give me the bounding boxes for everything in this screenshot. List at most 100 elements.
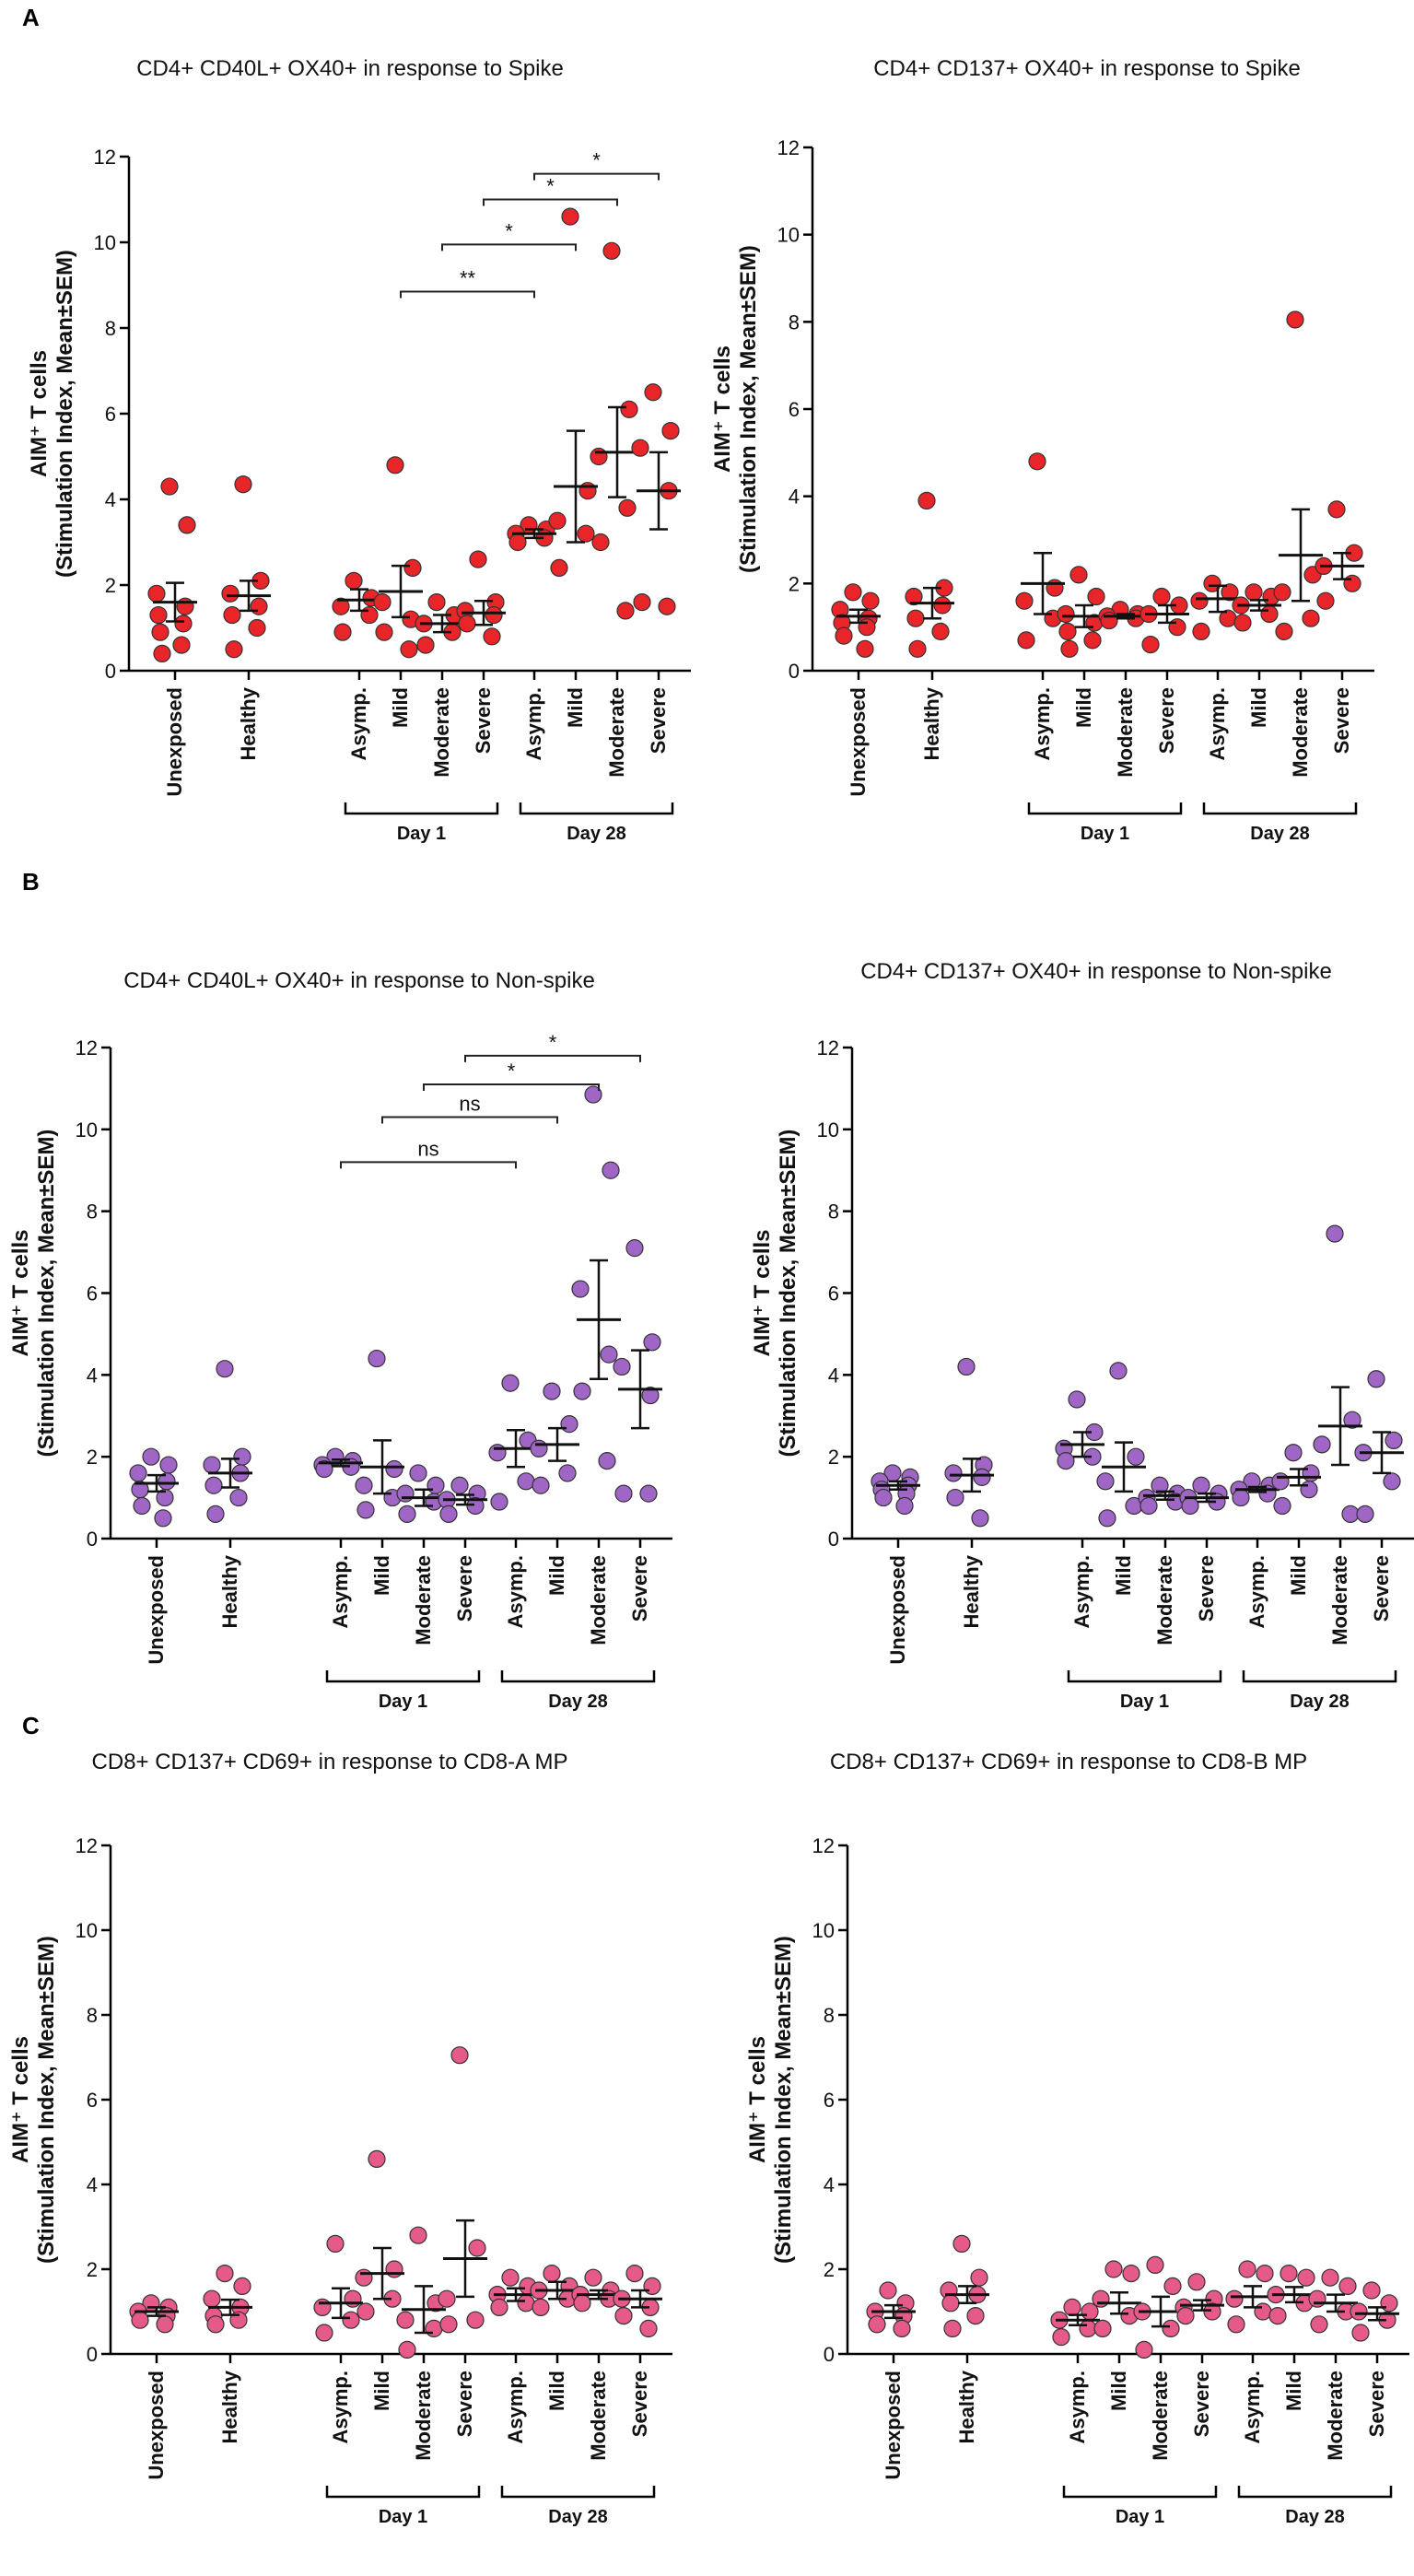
data-point	[1063, 2298, 1081, 2316]
y-tick-label: 12	[777, 136, 800, 159]
data-point	[856, 639, 874, 658]
group-label: Day 1	[379, 1692, 427, 1712]
y-tick-label: 10	[817, 1118, 839, 1142]
group-bracket	[325, 1670, 481, 1683]
y-tick-label: 6	[828, 1282, 839, 1306]
x-category-label: Asymp.	[329, 1555, 352, 1628]
data-point	[1192, 1476, 1210, 1494]
data-point	[973, 1468, 991, 1486]
data-point	[908, 639, 927, 658]
data-point	[485, 605, 503, 625]
data-point	[1351, 2324, 1370, 2342]
data-point	[490, 1493, 508, 1511]
data-point	[326, 2234, 345, 2253]
x-category-label: Asymp.	[504, 2371, 527, 2443]
data-point	[893, 2319, 911, 2337]
data-point	[957, 1357, 976, 1376]
x-category-label: Healthy	[960, 1554, 983, 1628]
data-point	[1203, 2302, 1221, 2321]
x-category-label: Severe	[453, 1555, 476, 1622]
data-point	[1302, 609, 1320, 627]
data-point	[643, 1333, 661, 1352]
data-point	[1225, 2289, 1244, 2308]
y-tick-label: 4	[87, 2173, 98, 2196]
data-point	[1268, 2307, 1287, 2325]
data-point	[543, 1382, 561, 1400]
data-point	[344, 2289, 362, 2308]
data-point	[400, 640, 418, 659]
x-category-label: Healthy	[955, 2370, 978, 2443]
data-point	[590, 447, 608, 466]
data-point	[386, 456, 404, 474]
data-point	[1280, 2265, 1298, 2283]
data-point	[427, 592, 446, 612]
x-category-label: Severe	[647, 687, 670, 754]
data-point	[156, 1488, 174, 1507]
data-point	[874, 1488, 893, 1507]
data-point	[944, 1464, 963, 1482]
data-point	[1284, 1444, 1303, 1462]
data-point	[221, 584, 240, 603]
data-point	[466, 1496, 485, 1516]
data-point	[233, 1447, 251, 1466]
data-point	[641, 1386, 660, 1405]
group-bracket	[1067, 1670, 1222, 1683]
data-point	[573, 1382, 591, 1400]
group-label: Day 1	[379, 2507, 427, 2527]
y-tick-label: 10	[777, 224, 800, 247]
x-category-label: Severe	[1370, 1555, 1393, 1622]
data-point	[858, 618, 876, 637]
y-axis-label-secondary: (Stimulation Index, Mean±SEM)	[34, 1130, 59, 1458]
data-point	[355, 2268, 373, 2287]
data-point	[1275, 622, 1293, 641]
y-tick-label: 4	[87, 1364, 98, 1387]
significance-label: *	[546, 175, 555, 198]
data-point	[517, 2294, 535, 2313]
group-label: Day 1	[397, 824, 446, 844]
chart-2: CD4+ CD137+ OX40+ in response to Spike AI…	[710, 56, 1374, 844]
chart-5: CD8+ CD137+ CD69+ in response to CD8-A M…	[8, 1750, 672, 2527]
x-category-label: Asymp.	[1241, 2371, 1264, 2443]
x-category-label: Unexposed	[886, 1555, 909, 1665]
data-point	[345, 571, 363, 590]
significance-bracket	[423, 1083, 600, 1091]
data-point	[1046, 579, 1064, 597]
data-point	[1302, 1464, 1320, 1482]
data-point	[153, 644, 171, 663]
data-point	[941, 2294, 960, 2313]
x-category-label: Moderate	[1153, 1555, 1176, 1645]
y-tick-label: 8	[789, 310, 800, 334]
y-axis-label-secondary: (Stimulation Index, Mean±SEM)	[34, 1936, 59, 2264]
x-category-label: Severe	[1330, 687, 1353, 754]
data-point	[375, 623, 393, 641]
data-point	[368, 1349, 386, 1368]
data-point	[129, 1464, 147, 1482]
data-point	[1187, 2273, 1206, 2291]
data-point	[355, 1476, 373, 1494]
x-category-label: Asymp.	[504, 1555, 527, 1628]
data-point	[1057, 1452, 1075, 1470]
data-point	[1168, 618, 1186, 637]
x-category-label: Severe	[628, 1555, 651, 1622]
group-bracket	[1062, 2486, 1218, 2499]
data-point	[600, 1345, 618, 1364]
data-point	[1308, 2289, 1326, 2308]
x-category-label: Healthy	[920, 686, 943, 760]
data-point	[584, 1085, 602, 1104]
data-point	[1313, 1435, 1331, 1454]
y-tick-label: 6	[824, 2089, 835, 2112]
group-label: Day 28	[1285, 2507, 1345, 2527]
y-tick-label: 6	[87, 1282, 98, 1306]
x-category-label: Moderate	[430, 687, 453, 778]
x-category-label: Severe	[628, 2371, 651, 2437]
group-bracket	[500, 1670, 656, 1683]
data-point	[1326, 1224, 1344, 1243]
data-point	[844, 583, 862, 602]
y-tick-label: 8	[87, 2004, 98, 2027]
data-point	[1163, 2277, 1182, 2295]
x-category-label: Asymp.	[1031, 687, 1054, 760]
data-point	[1380, 2294, 1398, 2313]
x-category-label: Moderate	[1324, 2371, 1347, 2461]
data-point	[203, 1456, 221, 1474]
